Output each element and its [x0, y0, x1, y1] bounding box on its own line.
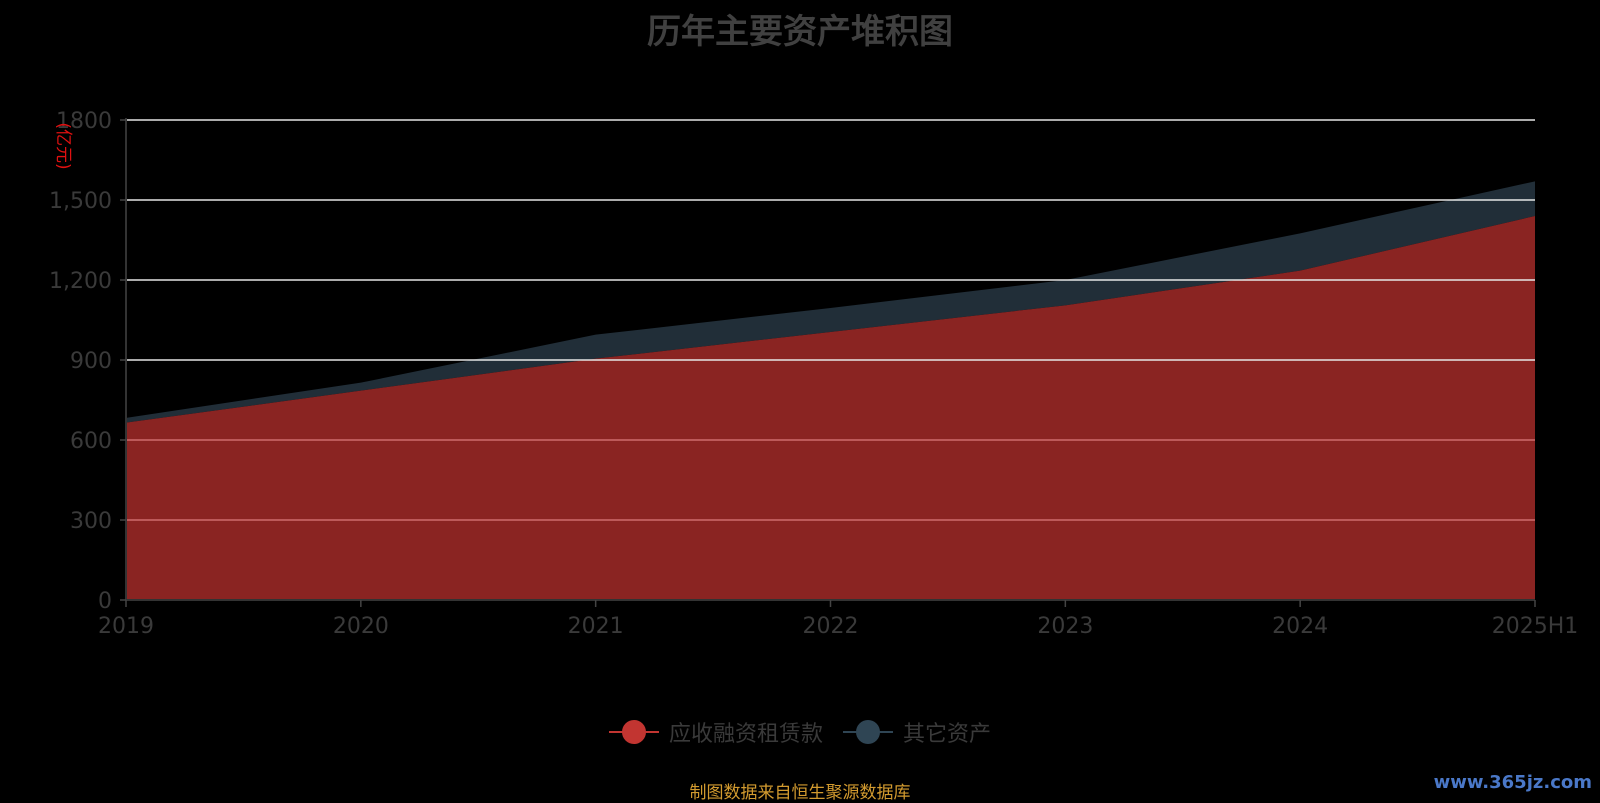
y-tick-label-6: 1800	[56, 109, 112, 134]
legend-item-receivables[interactable]: 应收融资租赁款	[608, 716, 823, 748]
y-tick-label-0: 0	[98, 589, 112, 614]
source-note: 制图数据来自恒生聚源数据库	[689, 783, 911, 803]
chart-title: 历年主要资产堆积图	[647, 12, 953, 52]
legend-marker-receivables	[608, 720, 659, 744]
watermark: www.365jz.com	[1433, 772, 1592, 793]
chart-legend: 应收融资租赁款 其它资产	[0, 716, 1600, 748]
x-tick-label-0: 2019	[98, 614, 154, 639]
x-tick-label-3: 2022	[803, 614, 859, 639]
x-tick-label-1: 2020	[333, 614, 389, 639]
y-tick-label-5: 1,500	[49, 189, 112, 214]
x-tick-label-4: 2023	[1037, 614, 1093, 639]
x-tick-label-5: 2024	[1272, 614, 1328, 639]
y-tick-label-3: 900	[70, 349, 112, 374]
y-tick-label-2: 600	[70, 429, 112, 454]
legend-item-other-assets[interactable]: 其它资产	[843, 716, 991, 748]
y-tick-label-1: 300	[70, 509, 112, 534]
y-tick-label-4: 1,200	[49, 269, 112, 294]
y-axis-unit-label: (亿元)	[53, 122, 73, 169]
area-series-other-assets	[126, 181, 1535, 423]
legend-label-receivables: 应收融资租赁款	[668, 722, 823, 747]
x-tick-label-6: 2025H1	[1492, 614, 1579, 639]
legend-marker-other-assets	[843, 720, 893, 744]
legend-label-other-assets: 其它资产	[903, 722, 992, 747]
area-series-receivables	[126, 216, 1535, 600]
x-tick-label-2: 2021	[568, 614, 624, 639]
